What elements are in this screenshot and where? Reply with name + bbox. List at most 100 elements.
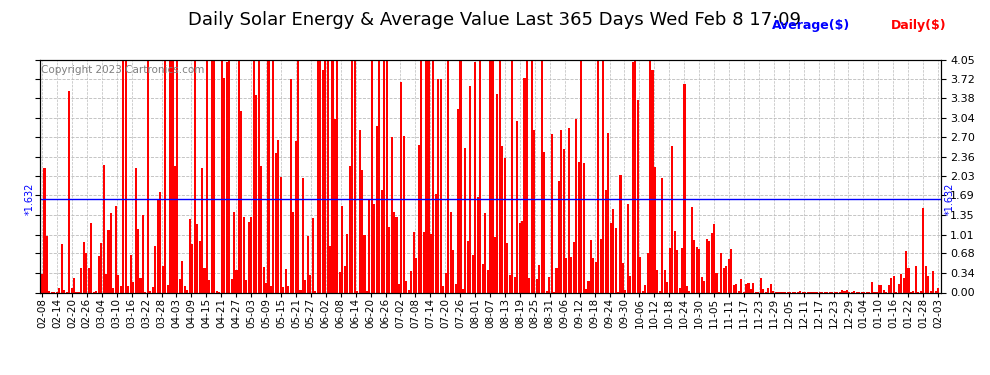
Bar: [764, 291, 767, 292]
Bar: [597, 60, 599, 292]
Bar: [577, 162, 580, 292]
Bar: [156, 201, 158, 292]
Bar: [70, 288, 72, 292]
Bar: [127, 286, 130, 292]
Bar: [524, 78, 526, 292]
Bar: [749, 288, 752, 292]
Bar: [676, 250, 678, 292]
Bar: [171, 60, 173, 292]
Bar: [226, 62, 228, 292]
Bar: [68, 91, 70, 292]
Bar: [572, 242, 575, 292]
Bar: [63, 290, 65, 292]
Bar: [381, 190, 383, 292]
Bar: [307, 236, 309, 292]
Bar: [529, 278, 531, 292]
Bar: [481, 264, 484, 292]
Bar: [521, 220, 523, 292]
Bar: [304, 280, 307, 292]
Bar: [378, 60, 380, 292]
Bar: [351, 60, 353, 292]
Bar: [179, 279, 181, 292]
Bar: [319, 60, 321, 292]
Bar: [135, 168, 137, 292]
Bar: [189, 219, 191, 292]
Bar: [878, 285, 880, 292]
Bar: [464, 148, 466, 292]
Bar: [930, 291, 932, 292]
Bar: [103, 165, 105, 292]
Bar: [499, 60, 501, 292]
Bar: [555, 268, 557, 292]
Bar: [661, 178, 663, 292]
Bar: [853, 291, 855, 292]
Bar: [769, 284, 771, 292]
Bar: [666, 282, 668, 292]
Bar: [635, 60, 637, 292]
Bar: [509, 275, 511, 292]
Bar: [479, 60, 481, 292]
Bar: [545, 291, 547, 292]
Bar: [231, 279, 233, 292]
Bar: [671, 146, 673, 292]
Bar: [726, 266, 728, 292]
Bar: [390, 137, 393, 292]
Bar: [46, 236, 49, 292]
Bar: [932, 271, 935, 292]
Bar: [184, 286, 186, 292]
Bar: [696, 248, 698, 292]
Bar: [708, 242, 710, 292]
Bar: [903, 278, 905, 292]
Bar: [299, 290, 302, 292]
Bar: [592, 258, 594, 292]
Bar: [501, 146, 503, 292]
Bar: [433, 60, 435, 292]
Bar: [228, 60, 231, 292]
Bar: [888, 285, 890, 292]
Bar: [363, 236, 365, 292]
Bar: [373, 204, 375, 292]
Bar: [430, 234, 432, 292]
Bar: [105, 274, 107, 292]
Bar: [711, 233, 713, 292]
Bar: [590, 240, 592, 292]
Bar: [435, 194, 437, 292]
Bar: [186, 290, 188, 292]
Bar: [627, 204, 629, 292]
Bar: [516, 122, 518, 292]
Bar: [257, 60, 259, 292]
Bar: [883, 290, 885, 292]
Bar: [908, 268, 910, 292]
Bar: [161, 266, 163, 292]
Bar: [491, 60, 494, 292]
Bar: [550, 134, 552, 292]
Bar: [602, 60, 604, 292]
Bar: [893, 276, 895, 292]
Bar: [915, 266, 917, 292]
Bar: [457, 109, 459, 292]
Bar: [799, 291, 801, 292]
Bar: [371, 60, 373, 292]
Bar: [206, 60, 208, 292]
Bar: [772, 291, 774, 292]
Bar: [344, 266, 346, 292]
Bar: [353, 60, 355, 292]
Bar: [290, 79, 292, 292]
Bar: [767, 288, 769, 292]
Bar: [292, 212, 294, 292]
Bar: [472, 255, 474, 292]
Bar: [425, 60, 427, 292]
Bar: [418, 144, 420, 292]
Text: Copyright 2023 Cartronics.com: Copyright 2023 Cartronics.com: [42, 64, 205, 75]
Bar: [199, 240, 201, 292]
Bar: [49, 291, 50, 292]
Bar: [342, 206, 344, 292]
Bar: [474, 62, 476, 292]
Bar: [701, 277, 703, 292]
Bar: [166, 285, 168, 292]
Bar: [324, 60, 326, 292]
Bar: [80, 268, 82, 292]
Bar: [637, 100, 639, 292]
Bar: [654, 167, 656, 292]
Bar: [159, 192, 161, 292]
